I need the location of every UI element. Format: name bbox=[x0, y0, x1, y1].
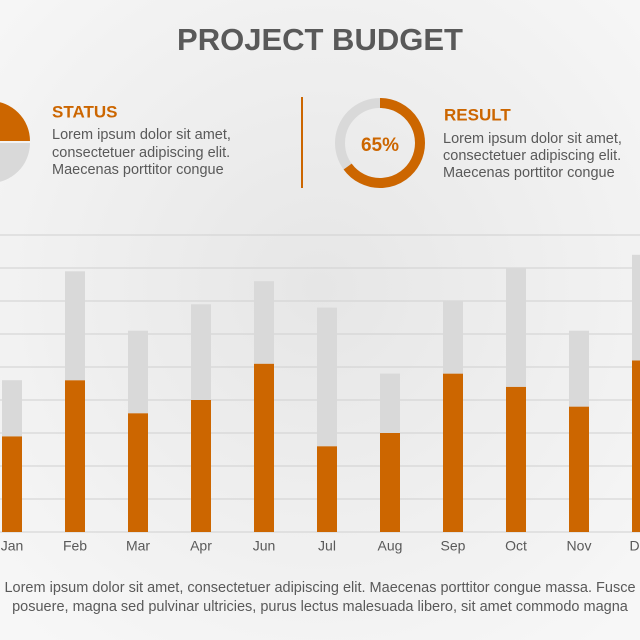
result-heading: RESULT bbox=[444, 105, 511, 124]
bar bbox=[506, 386, 526, 532]
bar bbox=[65, 380, 85, 532]
bar bbox=[128, 413, 148, 532]
bar bbox=[380, 433, 400, 532]
x-tick-label: Feb bbox=[63, 538, 87, 554]
x-tick-label: Sep bbox=[441, 538, 466, 554]
status-line: consectetuer adipiscing elit. bbox=[52, 145, 230, 161]
bar bbox=[506, 268, 526, 387]
bar bbox=[191, 304, 211, 400]
status-line: Maecenas porttitor congue bbox=[52, 162, 224, 178]
status-donut-bottom bbox=[0, 143, 30, 182]
result-line: Lorem ipsum dolor sit amet, bbox=[443, 131, 622, 147]
status-donut-top bbox=[0, 102, 30, 141]
bar bbox=[128, 330, 148, 414]
bar bbox=[317, 446, 337, 532]
x-tick-label: Jul bbox=[318, 538, 336, 554]
bar bbox=[317, 307, 337, 447]
x-tick-label: Aug bbox=[378, 538, 403, 554]
x-tick-label: Oct bbox=[505, 538, 527, 554]
bar bbox=[65, 271, 85, 381]
bar bbox=[632, 360, 640, 532]
bar bbox=[191, 400, 211, 532]
bar bbox=[254, 281, 274, 364]
x-tick-label: Apr bbox=[190, 538, 212, 554]
x-tick-label: Jun bbox=[253, 538, 276, 554]
x-tick-label: Nov bbox=[567, 538, 592, 554]
result-line: Maecenas porttitor congue bbox=[443, 165, 615, 181]
donut-value bbox=[343, 98, 425, 188]
x-tick-label: Jan bbox=[1, 538, 24, 554]
status-heading: STATUS bbox=[52, 102, 117, 121]
footer-line: Lorem ipsum dolor sit amet, consectetuer… bbox=[4, 580, 635, 596]
result-line: consectetuer adipiscing elit. bbox=[443, 148, 621, 164]
result-donut bbox=[335, 98, 425, 188]
bar bbox=[254, 363, 274, 532]
bar bbox=[569, 330, 589, 407]
footer-line: posuere, magna sed pulvinar ultricies, p… bbox=[12, 599, 629, 615]
x-tick-label: Dec bbox=[630, 538, 640, 554]
bar bbox=[443, 301, 463, 374]
x-tick-label: Mar bbox=[126, 538, 150, 554]
title: PROJECT BUDGET bbox=[177, 22, 463, 57]
bar bbox=[569, 406, 589, 532]
bar bbox=[2, 380, 22, 437]
bar bbox=[443, 373, 463, 532]
bar bbox=[632, 254, 640, 361]
result-value: 65% bbox=[361, 135, 399, 156]
bar bbox=[380, 373, 400, 433]
chart: Jan Feb Mar Apr Jun Jul Aug Sep Oct Nov Dec bbox=[0, 234, 640, 554]
bar bbox=[2, 436, 22, 532]
status-line: Lorem ipsum dolor sit amet, bbox=[52, 127, 231, 143]
